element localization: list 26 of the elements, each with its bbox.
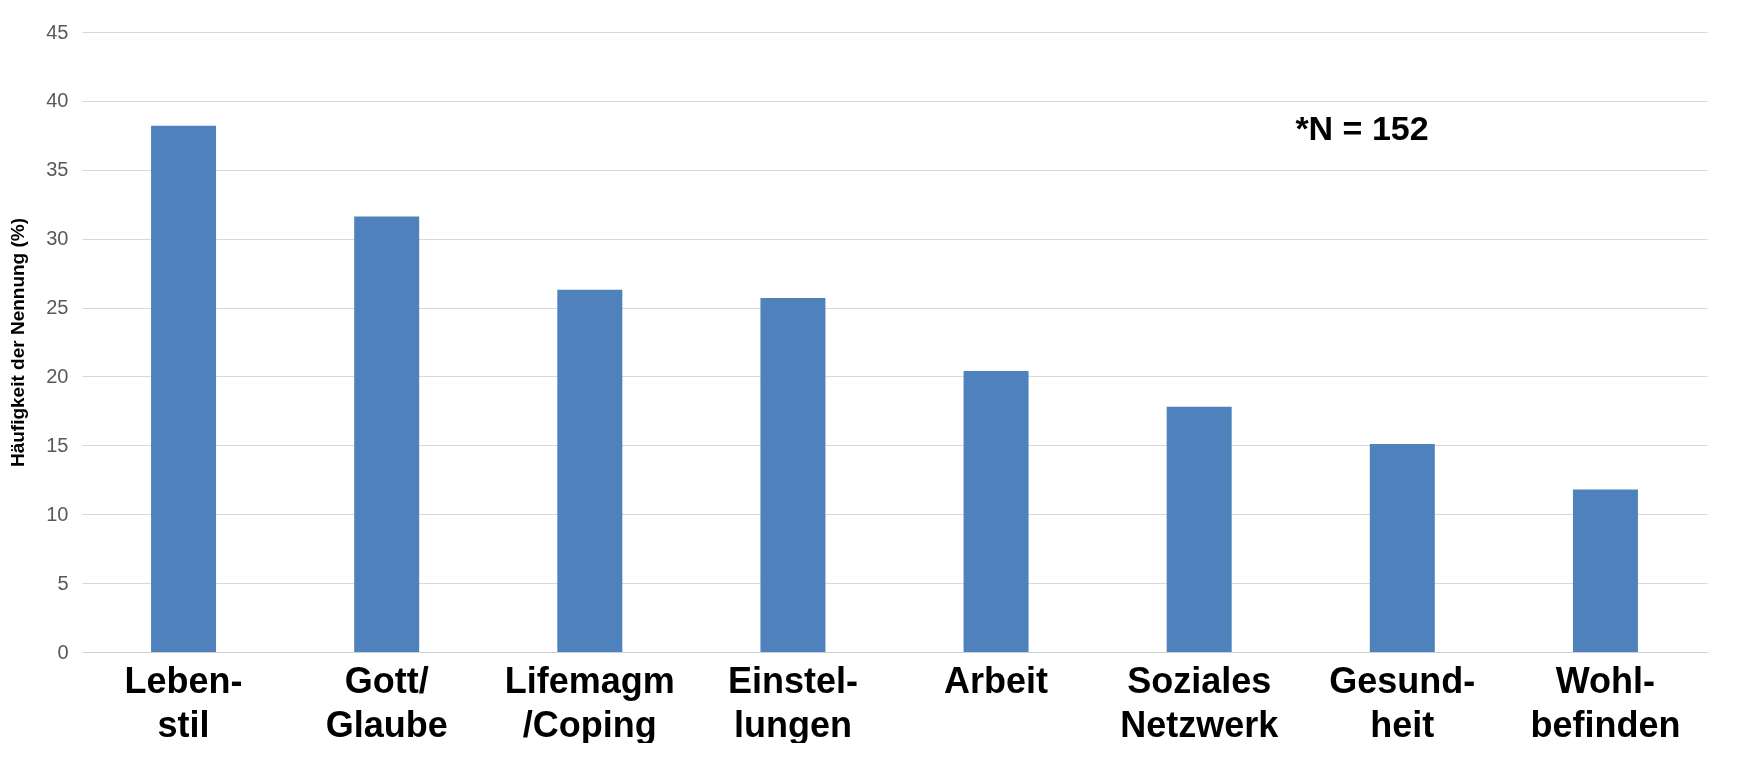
x-tick-label: Arbeit	[944, 659, 1049, 701]
x-tick-label: Leben- stil	[124, 659, 243, 745]
bar	[1572, 489, 1638, 652]
x-tick-label: Gott/ Glaube	[325, 659, 448, 745]
y-tick-label: 10	[46, 502, 69, 525]
bar	[557, 289, 623, 652]
bar	[151, 125, 217, 652]
y-tick-label: 0	[57, 640, 69, 663]
x-tick-label: Gesund- heit	[1329, 659, 1476, 745]
annotation: *N = 152	[1295, 109, 1429, 147]
y-tick-label: 5	[57, 571, 69, 594]
x-tick-label: Soziales Netzwerk	[1120, 659, 1280, 745]
y-axis-title: Häufigkeit der Nennung (%)	[7, 217, 29, 468]
y-tick-label: 30	[46, 227, 69, 250]
x-tick-label: Wohl- befinden	[1530, 659, 1681, 745]
bar	[354, 216, 420, 652]
bar	[760, 297, 826, 652]
bar	[963, 370, 1029, 652]
y-tick-label: 25	[46, 296, 69, 319]
y-tick-label: 15	[46, 433, 69, 456]
bar	[1369, 443, 1435, 652]
y-tick-label: 40	[46, 89, 69, 112]
bar	[1166, 406, 1232, 652]
y-tick-label: 20	[46, 364, 69, 387]
y-tick-label: 35	[46, 158, 69, 181]
y-tick-label: 45	[46, 20, 69, 43]
